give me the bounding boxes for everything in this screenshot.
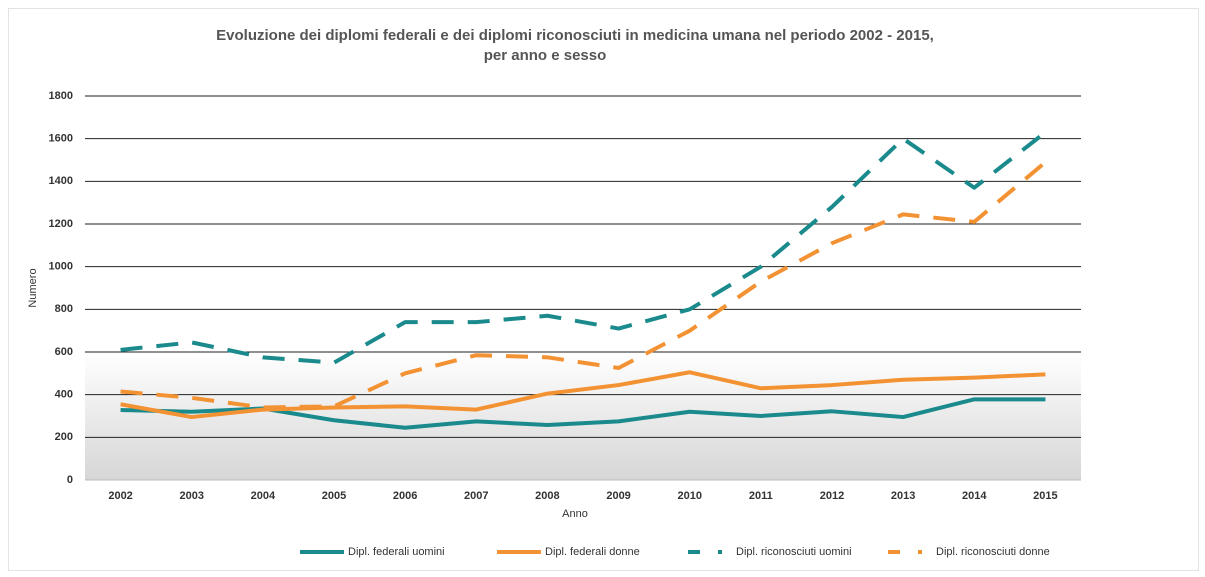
x-tick-label: 2011 xyxy=(749,490,773,502)
chart-title: Evoluzione dei diplomi federali e dei di… xyxy=(216,27,934,44)
series-line xyxy=(120,160,1047,410)
x-tick-label: 2010 xyxy=(677,490,701,502)
x-tick-label: 2009 xyxy=(606,490,630,502)
frame xyxy=(8,8,1199,571)
x-tick-label: 2014 xyxy=(962,490,987,502)
y-tick-label: 1000 xyxy=(49,261,73,273)
y-tick-label: 1800 xyxy=(49,90,73,102)
x-tick-label: 2002 xyxy=(108,490,132,502)
x-tick-label: 2008 xyxy=(535,490,559,502)
y-tick-label: 400 xyxy=(55,389,73,401)
y-tick-label: 600 xyxy=(55,346,73,358)
x-tick-label: 2006 xyxy=(393,490,417,502)
y-tick-label: 0 xyxy=(67,474,73,486)
legend-label: Dipl. riconosciuti uomini xyxy=(736,546,852,558)
x-tick-label: 2005 xyxy=(322,490,346,502)
x-tick-label: 2007 xyxy=(464,490,488,502)
x-tick-label: 2004 xyxy=(251,490,276,502)
series-line xyxy=(120,130,1047,365)
y-tick-label: 200 xyxy=(55,431,73,443)
x-tick-label: 2015 xyxy=(1033,490,1057,502)
y-tick-label: 1600 xyxy=(49,133,73,145)
x-tick-label: 2003 xyxy=(179,490,203,502)
chart-title: per anno e sesso xyxy=(484,47,607,64)
y-tick-label: 800 xyxy=(55,303,73,315)
x-tick-label: 2013 xyxy=(891,490,915,502)
y-tick-label: 1400 xyxy=(49,175,73,187)
plot-shade xyxy=(85,352,1081,480)
x-axis-label: Anno xyxy=(562,508,588,520)
legend-label: Dipl. federali uomini xyxy=(348,546,445,558)
x-tick-label: 2012 xyxy=(820,490,844,502)
legend-label: Dipl. federali donne xyxy=(545,546,640,558)
y-axis-label: Numero xyxy=(27,268,39,307)
legend-label: Dipl. riconosciuti donne xyxy=(936,546,1050,558)
y-tick-label: 1200 xyxy=(49,218,73,230)
